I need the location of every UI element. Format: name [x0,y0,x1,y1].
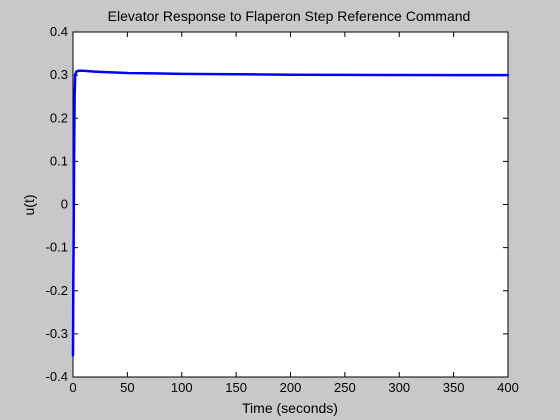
x-tick-label: 200 [280,380,302,395]
y-tick-label: 0.3 [50,67,68,82]
y-tick-label: -0.3 [46,326,68,341]
plot-area [72,31,509,378]
series-line [71,69,510,357]
y-tick-label: 0.2 [50,110,68,125]
x-tick-label: 300 [388,380,410,395]
y-tick-label: -0.1 [46,240,68,255]
x-tick-label: 350 [443,380,465,395]
y-tick-label: -0.2 [46,283,68,298]
x-tick-label: 100 [171,380,193,395]
x-tick-label: 400 [497,380,519,395]
x-axis-label: Time (seconds) [242,400,338,416]
x-tick-label: 150 [225,380,247,395]
x-tick-label: 250 [334,380,356,395]
chart-title: Elevator Response to Flaperon Step Refer… [108,8,471,24]
plot-lines [71,69,510,357]
x-tick-label: 0 [69,380,76,395]
y-tick-label: 0 [61,197,68,212]
y-tick-label: -0.4 [46,369,68,384]
y-axis-label: u(t) [21,195,37,216]
axes: 0 50 100 150 200 250 300 350 400 -0.4 -0.3 -0.2 -0.1… [46,24,519,395]
y-tick-label: 0.4 [50,24,68,39]
y-tick-label: 0.1 [50,153,68,168]
x-tick-label: 50 [120,380,134,395]
